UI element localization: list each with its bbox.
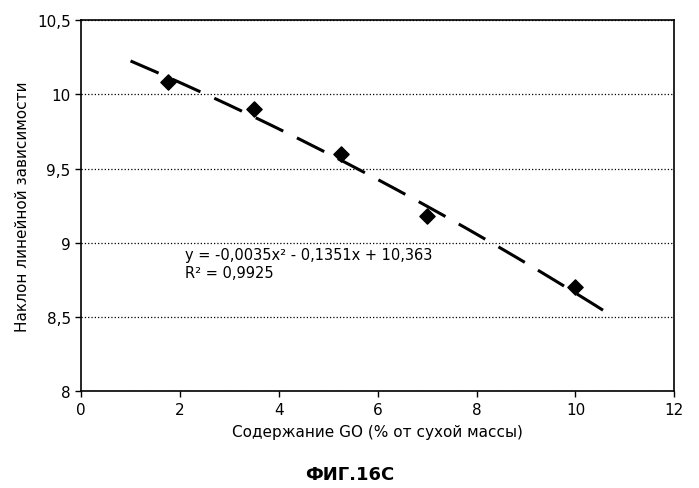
X-axis label: Содержание GO (% от сухой массы): Содержание GO (% от сухой массы) — [232, 424, 523, 439]
Point — [421, 213, 433, 221]
Text: y = -0,0035x² - 0,1351x + 10,363
R² = 0,9925: y = -0,0035x² - 0,1351x + 10,363 R² = 0,… — [185, 248, 432, 280]
Y-axis label: Наклон линейной зависимости: Наклон линейной зависимости — [15, 81, 30, 331]
Point — [162, 80, 173, 87]
Point — [570, 284, 581, 292]
Text: ФИГ.16C: ФИГ.16C — [305, 465, 394, 483]
Point — [335, 150, 346, 158]
Point — [249, 106, 260, 114]
